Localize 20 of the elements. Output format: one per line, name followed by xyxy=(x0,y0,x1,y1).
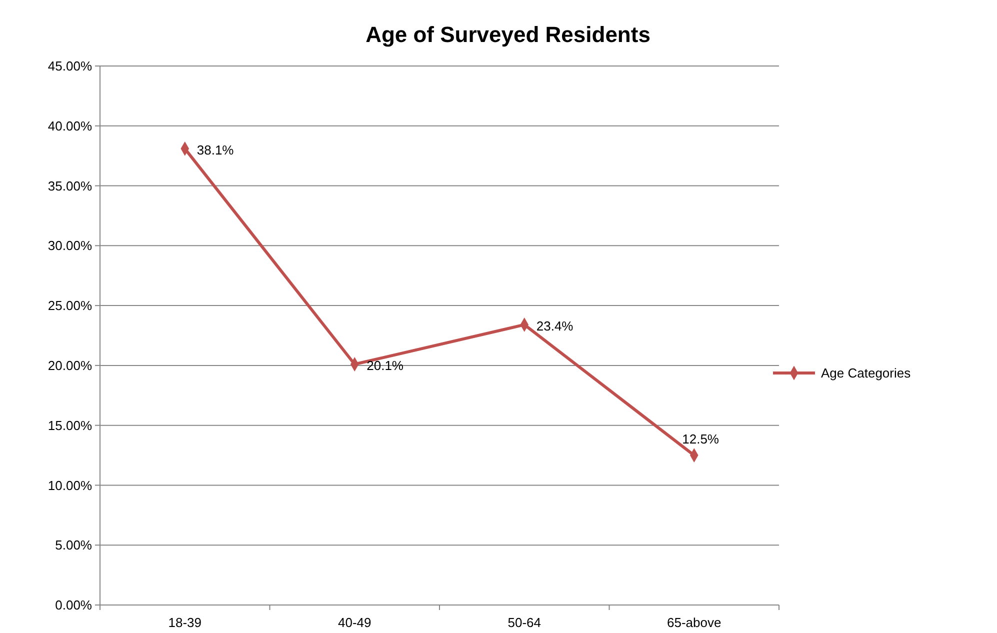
y-tick-label: 30.00% xyxy=(48,238,92,254)
data-label: 12.5% xyxy=(682,431,720,446)
y-tick-label: 25.00% xyxy=(48,298,92,314)
chart-title: Age of Surveyed Residents xyxy=(366,22,650,47)
data-label: 38.1% xyxy=(196,142,234,158)
y-tick-label: 20.00% xyxy=(48,358,92,373)
y-tick-label: 15.00% xyxy=(48,418,92,433)
y-tick-label: 40.00% xyxy=(48,118,92,134)
y-tick-label: 35.00% xyxy=(48,178,92,194)
y-tick-label: 45.00% xyxy=(48,58,92,74)
y-tick-label: 10.00% xyxy=(48,478,92,493)
x-tick-label: 40-49 xyxy=(338,615,372,630)
x-tick-label: 18-39 xyxy=(168,615,202,630)
x-tick-label: 65-above xyxy=(667,615,722,630)
data-label: 20.1% xyxy=(366,358,404,374)
x-tick-label: 50-64 xyxy=(508,615,541,630)
legend-label: Age Categories xyxy=(821,366,912,381)
data-label: 23.4% xyxy=(536,318,574,334)
y-tick-label: 5.00% xyxy=(55,538,92,553)
y-tick-label: 0.00% xyxy=(55,598,92,613)
